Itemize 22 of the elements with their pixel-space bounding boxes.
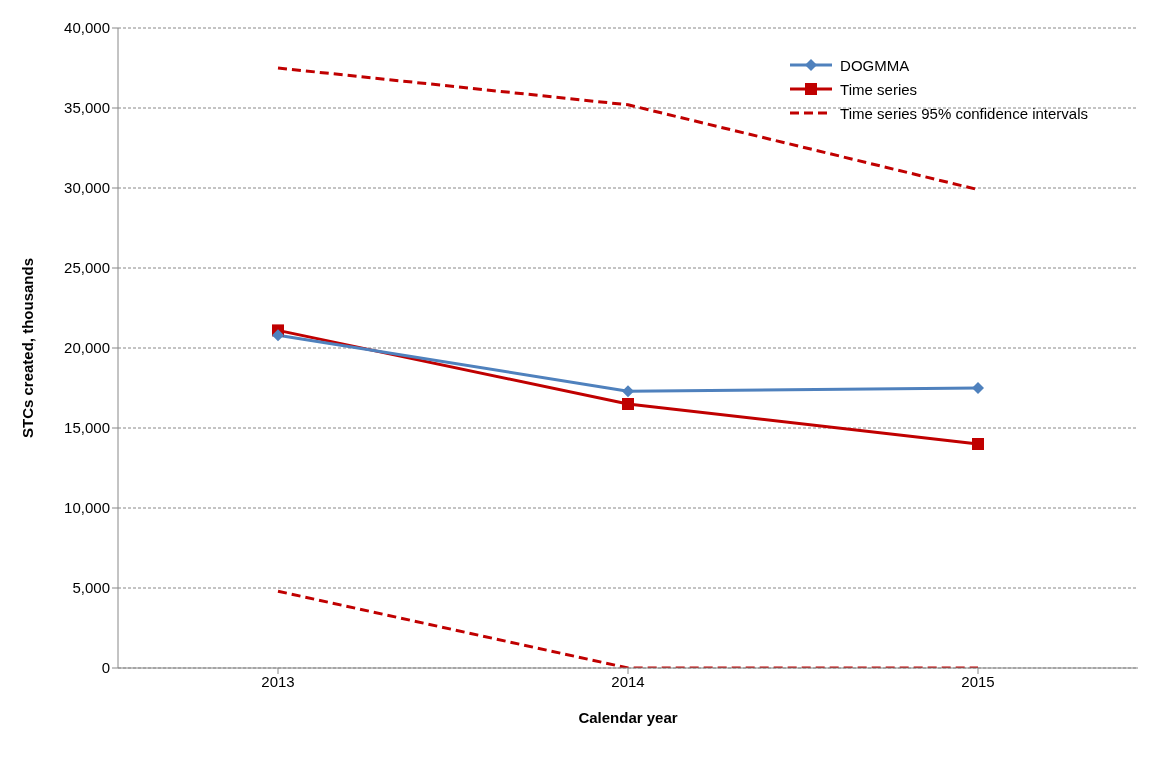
x-tick-label: 2013	[261, 672, 295, 690]
y-tick-label: 5,000	[72, 579, 110, 597]
y-axis-title: STCs created, thousands	[19, 257, 37, 439]
x-tick-label: 2015	[961, 672, 995, 690]
legend-label: Time series	[840, 80, 918, 98]
y-tick-label: 0	[101, 659, 110, 677]
y-tick-label: 25,000	[64, 259, 110, 277]
x-axis-title: Calendar year	[578, 709, 678, 726]
x-tick-label: 2014	[611, 672, 645, 690]
y-tick-label: 15,000	[64, 419, 110, 437]
y-tick-label: 40,000	[64, 19, 110, 37]
y-tick-label: 20,000	[64, 339, 110, 357]
point	[272, 329, 284, 342]
point	[622, 398, 634, 410]
y-tick-label: 35,000	[64, 99, 110, 117]
legend-label: Time series 95% confidence intervals	[840, 104, 1088, 122]
point	[972, 382, 984, 394]
legend-label: DOGMMA	[840, 56, 910, 74]
point	[972, 438, 984, 450]
y-tick-label: 30,000	[64, 179, 110, 197]
y-tick-label: 10,000	[64, 499, 110, 517]
point	[622, 385, 634, 398]
